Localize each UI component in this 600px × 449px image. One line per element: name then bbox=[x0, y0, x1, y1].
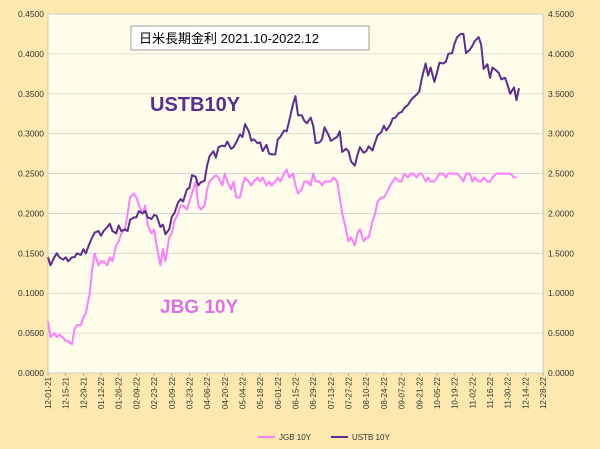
legend-label-ustb: USTB 10Y bbox=[352, 433, 390, 442]
right-tick-label: 3.0000 bbox=[548, 129, 574, 139]
x-tick-label: 05-04-22 bbox=[238, 376, 247, 409]
x-tick-label: 10-19-22 bbox=[451, 376, 460, 409]
right-tick-label: 3.5000 bbox=[548, 89, 574, 99]
right-tick-label: 0.5000 bbox=[548, 328, 574, 338]
x-tick-label: 08-10-22 bbox=[362, 376, 371, 409]
left-tick-label: 0.4500 bbox=[18, 9, 44, 19]
title-box bbox=[130, 25, 370, 51]
x-tick-label: 11-02-22 bbox=[468, 376, 477, 408]
right-tick-label: 4.5000 bbox=[548, 9, 574, 19]
x-tick-label: 12-14-22 bbox=[521, 376, 530, 409]
x-axis: 12-01-21 12-15-21 12-29-21 01-12-22 01-26-22… bbox=[44, 373, 548, 409]
left-tick-label: 0.2000 bbox=[18, 208, 44, 218]
x-tick-label: 01-26-22 bbox=[115, 376, 124, 409]
right-tick-label: 1.5000 bbox=[548, 248, 574, 258]
left-tick-label: 0.1000 bbox=[18, 288, 44, 298]
chart-title: 日米長期金利 2021.10-2022.12 bbox=[139, 31, 319, 46]
x-tick-label: 02-23-22 bbox=[150, 376, 159, 409]
left-tick-label: 0.3000 bbox=[18, 129, 44, 139]
x-tick-label: 03-23-22 bbox=[185, 376, 194, 409]
series-layer bbox=[47, 32, 520, 346]
x-tick-label: 11-16-22 bbox=[486, 376, 495, 408]
x-tick-label: 06-01-22 bbox=[274, 376, 283, 409]
left-tick-label: 0.0500 bbox=[18, 328, 44, 338]
x-tick-label: 04-06-22 bbox=[203, 376, 212, 409]
right-tick-label: 4.0000 bbox=[548, 49, 574, 59]
ustb-10y-line bbox=[47, 32, 520, 267]
x-tick-label: 06-15-22 bbox=[292, 376, 301, 409]
left-tick-label: 0.1500 bbox=[18, 248, 44, 258]
left-tick-label: 0.4000 bbox=[18, 49, 44, 59]
x-tick-label: 07-13-22 bbox=[327, 376, 336, 409]
x-tick-label: 06-29-22 bbox=[309, 376, 318, 409]
left-tick-label: 0.3500 bbox=[18, 89, 44, 99]
x-tick-label: 12-01-21 bbox=[44, 376, 53, 409]
x-tick-label: 10-05-22 bbox=[433, 376, 442, 409]
jgb-10y-line bbox=[47, 168, 517, 346]
x-tick-label: 12-28-22 bbox=[539, 376, 548, 409]
jgb-annotation: JBG 10Y bbox=[160, 297, 238, 318]
left-tick-label: 0.2500 bbox=[18, 169, 44, 179]
right-tick-label: 2.0000 bbox=[548, 208, 574, 218]
x-tick-label: 07-27-22 bbox=[345, 376, 354, 409]
right-tick-label: 2.5000 bbox=[548, 169, 574, 179]
left-axis: 0.0000 0.0500 0.1000 0.1500 0.2000 0.2500 0.30… bbox=[18, 9, 44, 378]
right-tick-label: 0.0000 bbox=[548, 368, 574, 378]
gridlines bbox=[48, 13, 543, 374]
x-tick-label: 11-30-22 bbox=[504, 376, 513, 408]
x-tick-label: 01-12-22 bbox=[97, 376, 106, 409]
right-tick-label: 1.0000 bbox=[548, 288, 574, 298]
x-tick-label: 03-09-22 bbox=[168, 376, 177, 409]
ustb-annotation: USTB10Y bbox=[150, 94, 241, 116]
legend: JGB 10Y USTB 10Y bbox=[258, 433, 390, 442]
x-tick-label: 12-15-21 bbox=[62, 376, 71, 409]
plot-area bbox=[47, 13, 544, 374]
x-tick-label: 05-18-22 bbox=[256, 376, 265, 409]
x-tick-label: 02-09-22 bbox=[132, 376, 141, 409]
x-tick-label: 09-07-22 bbox=[398, 376, 407, 409]
right-axis: 0.0000 0.5000 1.0000 1.5000 2.0000 2.5000 3.00… bbox=[548, 9, 574, 378]
x-tick-label: 09-21-22 bbox=[415, 376, 424, 409]
legend-label-jgb: JGB 10Y bbox=[279, 433, 312, 442]
x-tick-label: 04-20-22 bbox=[221, 376, 230, 409]
x-tick-label: 12-29-21 bbox=[79, 376, 88, 409]
left-tick-label: 0.0000 bbox=[18, 368, 44, 378]
x-tick-label: 08-24-22 bbox=[380, 376, 389, 409]
